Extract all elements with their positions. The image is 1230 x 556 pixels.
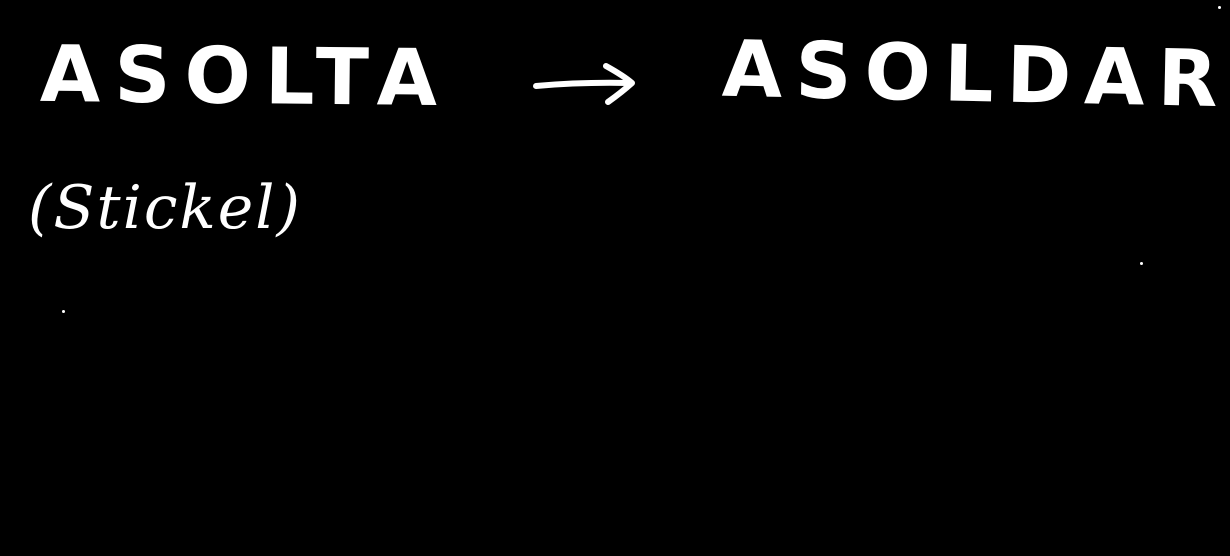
chalk-speck [62,310,65,313]
source-word: ASOLTA [39,29,452,125]
parenthetical-note: (Stickel) [28,173,302,243]
target-word: ASOLDAR [721,24,1230,126]
chalk-speck [1140,262,1143,265]
right-arrow-icon [533,63,635,105]
chalk-speck [1218,6,1221,9]
